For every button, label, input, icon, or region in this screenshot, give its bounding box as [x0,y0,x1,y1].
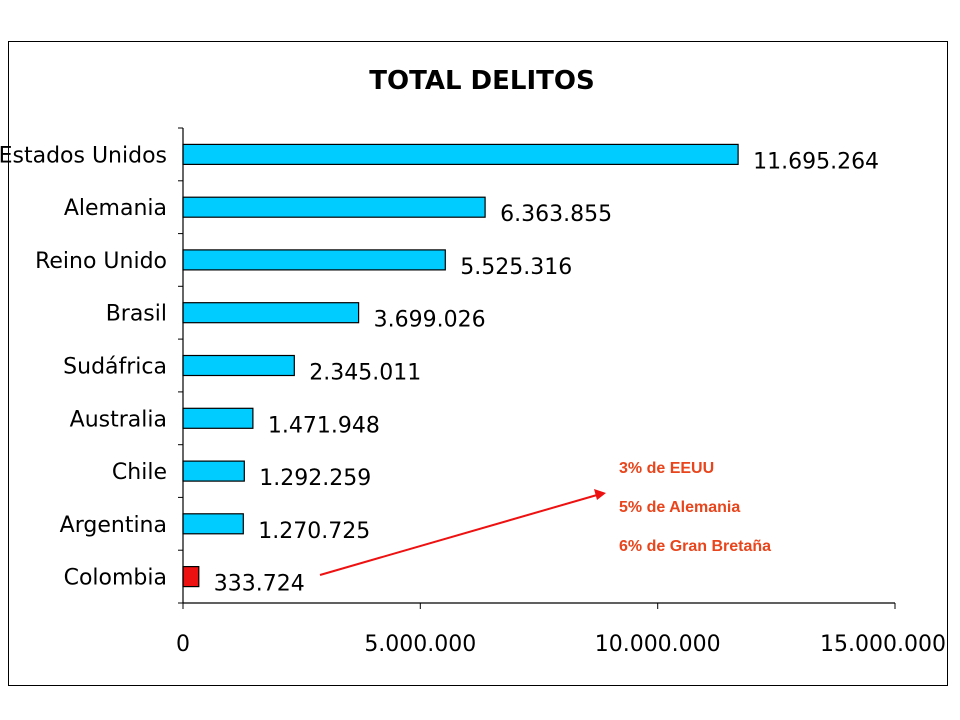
value-label-alemania: 6.363.855 [500,202,612,227]
category-labels: Estados Unidos Alemania Reino Unido Brasil S… [0,143,167,590]
chart-title: TOTAL DELITOS [369,66,594,96]
x-tick-labels: 0 5.000.000 10.000.000 15.000.000 [176,632,946,657]
x-tick-label: 10.000.000 [595,632,721,657]
bar-alemania [182,196,486,218]
category-label-colombia: Colombia [64,566,167,591]
value-label-estados-unidos: 11.695.264 [753,149,879,174]
value-label-argentina: 1.270.725 [258,519,370,544]
category-label-brasil: Brasil [106,302,167,327]
x-tick-label: 0 [176,632,190,657]
annotation-arrow [319,494,598,576]
bar-colombia [182,565,200,588]
x-tick-label: 5.000.000 [364,632,476,657]
category-label-estados-unidos: Estados Unidos [0,143,167,168]
x-tick-label: 15.000.000 [820,632,946,657]
annotation-eeuu: 3% de EEUU [619,460,714,477]
value-label-chile: 1.292.259 [259,466,371,491]
bar-sudafrica [182,354,295,377]
value-label-australia: 1.471.948 [268,413,380,438]
value-label-brasil: 3.699.026 [374,308,486,333]
value-labels: 11.695.264 6.363.855 5.525.316 3.699.026 2.3… [214,149,879,596]
value-label-sudafrica: 2.345.011 [309,361,421,386]
bar-reino-unido [182,249,446,271]
bar-argentina [182,513,244,535]
chart-frame [8,41,948,686]
bar-australia [182,407,254,429]
bars-group [182,143,739,588]
category-label-sudafrica: Sudáfrica [63,355,167,380]
bar-chile [182,460,245,482]
bar-brasil [182,302,360,324]
annotation-gran-bretana: 6% de Gran Bretaña [619,538,771,555]
category-label-alemania: Alemania [64,196,167,221]
axes [178,127,896,609]
category-label-chile: Chile [112,460,167,485]
category-label-australia: Australia [70,407,167,432]
annotation-arrowhead [594,489,606,500]
value-label-reino-unido: 5.525.316 [460,255,572,280]
bar-estados-unidos [182,143,739,165]
annotation-alemania: 5% de Alemania [619,499,740,516]
value-label-colombia: 333.724 [214,572,305,597]
category-label-reino-unido: Reino Unido [35,249,167,274]
category-label-argentina: Argentina [60,513,167,538]
